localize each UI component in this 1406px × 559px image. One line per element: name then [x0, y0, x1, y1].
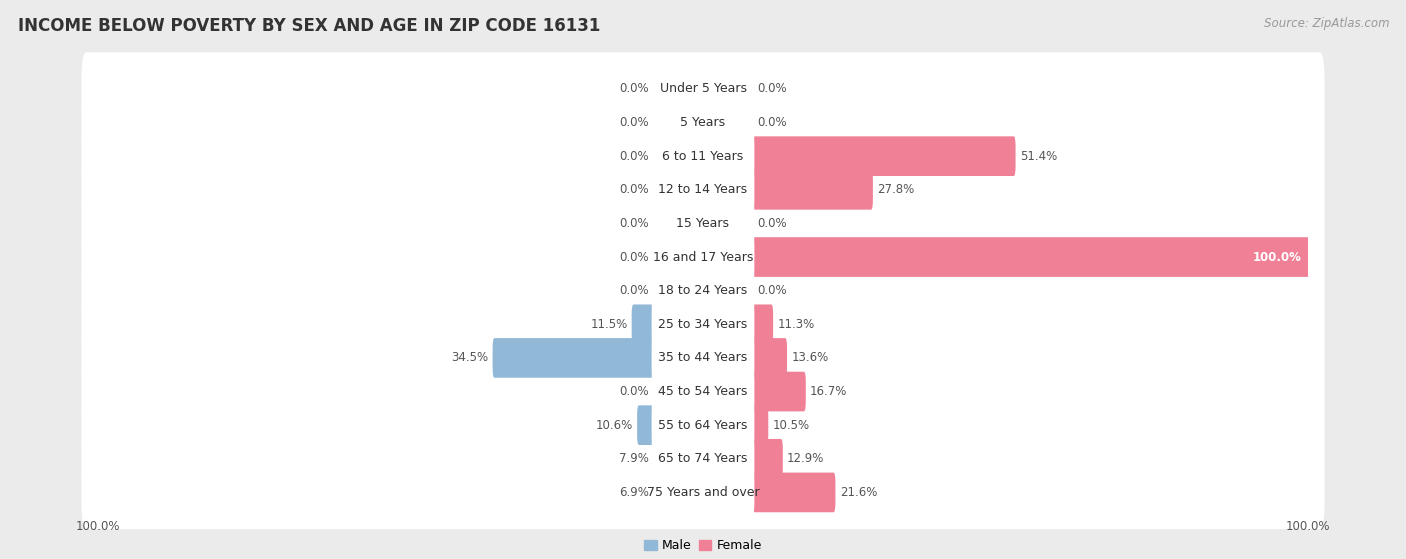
- Text: 65 to 74 Years: 65 to 74 Years: [658, 452, 748, 465]
- FancyBboxPatch shape: [651, 433, 755, 485]
- FancyBboxPatch shape: [652, 439, 704, 479]
- Text: 0.0%: 0.0%: [619, 217, 648, 230]
- Legend: Male, Female: Male, Female: [640, 534, 766, 557]
- Text: 27.8%: 27.8%: [877, 183, 914, 196]
- FancyBboxPatch shape: [82, 53, 1324, 126]
- Text: Under 5 Years: Under 5 Years: [659, 82, 747, 96]
- FancyBboxPatch shape: [82, 120, 1324, 193]
- FancyBboxPatch shape: [702, 372, 806, 411]
- Text: 6 to 11 Years: 6 to 11 Years: [662, 150, 744, 163]
- FancyBboxPatch shape: [637, 405, 704, 445]
- FancyBboxPatch shape: [82, 288, 1324, 361]
- Text: 15 Years: 15 Years: [676, 217, 730, 230]
- Text: 10.6%: 10.6%: [596, 419, 633, 432]
- FancyBboxPatch shape: [82, 355, 1324, 428]
- FancyBboxPatch shape: [651, 331, 755, 384]
- FancyBboxPatch shape: [651, 466, 755, 519]
- Text: 11.3%: 11.3%: [778, 318, 814, 331]
- FancyBboxPatch shape: [652, 372, 704, 411]
- Text: 25 to 34 Years: 25 to 34 Years: [658, 318, 748, 331]
- FancyBboxPatch shape: [702, 69, 754, 109]
- FancyBboxPatch shape: [82, 422, 1324, 495]
- FancyBboxPatch shape: [702, 439, 783, 479]
- FancyBboxPatch shape: [651, 264, 755, 317]
- FancyBboxPatch shape: [702, 136, 1015, 176]
- Text: 6.9%: 6.9%: [619, 486, 648, 499]
- FancyBboxPatch shape: [631, 305, 704, 344]
- Text: 12 to 14 Years: 12 to 14 Years: [658, 183, 748, 196]
- FancyBboxPatch shape: [652, 103, 704, 143]
- FancyBboxPatch shape: [652, 69, 704, 109]
- FancyBboxPatch shape: [82, 254, 1324, 328]
- FancyBboxPatch shape: [702, 203, 754, 243]
- Text: 34.5%: 34.5%: [451, 352, 488, 364]
- Text: 0.0%: 0.0%: [758, 217, 787, 230]
- FancyBboxPatch shape: [651, 96, 755, 149]
- Text: 0.0%: 0.0%: [758, 284, 787, 297]
- FancyBboxPatch shape: [702, 338, 787, 378]
- Text: 16 and 17 Years: 16 and 17 Years: [652, 250, 754, 263]
- Text: INCOME BELOW POVERTY BY SEX AND AGE IN ZIP CODE 16131: INCOME BELOW POVERTY BY SEX AND AGE IN Z…: [18, 17, 600, 35]
- FancyBboxPatch shape: [702, 170, 873, 210]
- FancyBboxPatch shape: [82, 187, 1324, 260]
- Text: 45 to 54 Years: 45 to 54 Years: [658, 385, 748, 398]
- Text: 0.0%: 0.0%: [619, 284, 648, 297]
- FancyBboxPatch shape: [82, 220, 1324, 293]
- Text: 0.0%: 0.0%: [619, 385, 648, 398]
- FancyBboxPatch shape: [652, 203, 704, 243]
- Text: 0.0%: 0.0%: [758, 82, 787, 96]
- FancyBboxPatch shape: [702, 103, 754, 143]
- FancyBboxPatch shape: [651, 399, 755, 452]
- FancyBboxPatch shape: [652, 170, 704, 210]
- Text: 0.0%: 0.0%: [619, 150, 648, 163]
- FancyBboxPatch shape: [651, 298, 755, 350]
- Text: 51.4%: 51.4%: [1019, 150, 1057, 163]
- FancyBboxPatch shape: [652, 237, 704, 277]
- Text: 0.0%: 0.0%: [758, 116, 787, 129]
- FancyBboxPatch shape: [82, 456, 1324, 529]
- FancyBboxPatch shape: [702, 271, 754, 310]
- Text: 75 Years and over: 75 Years and over: [647, 486, 759, 499]
- FancyBboxPatch shape: [652, 136, 704, 176]
- Text: 0.0%: 0.0%: [619, 116, 648, 129]
- FancyBboxPatch shape: [651, 231, 755, 283]
- Text: 13.6%: 13.6%: [792, 352, 828, 364]
- Text: 7.9%: 7.9%: [619, 452, 648, 465]
- Text: 0.0%: 0.0%: [619, 183, 648, 196]
- FancyBboxPatch shape: [702, 237, 1309, 277]
- FancyBboxPatch shape: [651, 130, 755, 182]
- FancyBboxPatch shape: [702, 472, 835, 512]
- Text: 55 to 64 Years: 55 to 64 Years: [658, 419, 748, 432]
- Text: 16.7%: 16.7%: [810, 385, 848, 398]
- Text: Source: ZipAtlas.com: Source: ZipAtlas.com: [1264, 17, 1389, 30]
- Text: 18 to 24 Years: 18 to 24 Years: [658, 284, 748, 297]
- Text: 11.5%: 11.5%: [591, 318, 627, 331]
- Text: 100.0%: 100.0%: [1253, 250, 1302, 263]
- FancyBboxPatch shape: [651, 164, 755, 216]
- FancyBboxPatch shape: [651, 197, 755, 250]
- FancyBboxPatch shape: [492, 338, 704, 378]
- Text: 10.5%: 10.5%: [772, 419, 810, 432]
- FancyBboxPatch shape: [82, 86, 1324, 159]
- FancyBboxPatch shape: [82, 321, 1324, 395]
- Text: 0.0%: 0.0%: [619, 250, 648, 263]
- FancyBboxPatch shape: [651, 63, 755, 115]
- FancyBboxPatch shape: [82, 153, 1324, 226]
- Text: 5 Years: 5 Years: [681, 116, 725, 129]
- FancyBboxPatch shape: [702, 305, 773, 344]
- FancyBboxPatch shape: [651, 366, 755, 418]
- Text: 12.9%: 12.9%: [787, 452, 824, 465]
- FancyBboxPatch shape: [652, 271, 704, 310]
- FancyBboxPatch shape: [82, 389, 1324, 462]
- Text: 35 to 44 Years: 35 to 44 Years: [658, 352, 748, 364]
- Text: 21.6%: 21.6%: [839, 486, 877, 499]
- FancyBboxPatch shape: [702, 405, 768, 445]
- FancyBboxPatch shape: [652, 472, 704, 512]
- Text: 0.0%: 0.0%: [619, 82, 648, 96]
